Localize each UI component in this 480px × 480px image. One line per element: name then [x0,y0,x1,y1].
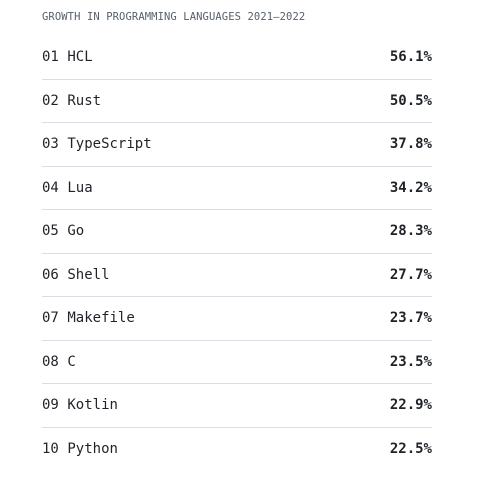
item-rank: 09 [42,397,59,414]
list-item: 07 Makefile 23.7% [42,297,432,341]
item-growth-value: 50.5% [389,92,432,109]
item-language: Shell [67,266,110,283]
item-rank: 06 [42,266,59,283]
item-rank: 04 [42,179,59,196]
item-rank: 08 [42,353,59,370]
list-item: 03 TypeScript 37.8% [42,123,432,167]
item-growth-value: 23.7% [389,310,432,327]
item-language: C [67,353,76,370]
item-growth-value: 23.5% [389,353,432,370]
item-growth-value: 56.1% [389,49,432,66]
language-growth-list: 01 HCL 56.1% 02 Rust 50.5% 03 TypeScript… [42,36,432,471]
list-item: 02 Rust 50.5% [42,80,432,123]
list-item: 10 Python 22.5% [42,428,432,472]
item-rank: 03 [42,136,59,153]
item-rank: 10 [42,441,59,458]
list-item: 05 Go 28.3% [42,210,432,254]
item-rank: 01 [42,49,59,66]
item-language: Lua [67,179,93,196]
item-language: Go [67,223,85,240]
item-language: Python [67,441,118,458]
item-growth-value: 28.3% [389,223,432,240]
item-growth-value: 22.5% [389,441,432,458]
item-language: Kotlin [67,397,118,414]
list-item: 08 C 23.5% [42,341,432,384]
list-item: 01 HCL 56.1% [42,36,432,80]
item-growth-value: 22.9% [389,397,432,414]
item-growth-value: 34.2% [389,179,432,196]
item-rank: 05 [42,223,59,240]
list-item: 06 Shell 27.7% [42,254,432,297]
list-item: 09 Kotlin 22.9% [42,384,432,428]
item-rank: 07 [42,310,59,327]
item-growth-value: 37.8% [389,136,432,153]
list-title: GROWTH IN PROGRAMMING LANGUAGES 2021–202… [42,11,306,23]
item-language: Makefile [67,310,135,327]
item-growth-value: 27.7% [389,266,432,283]
item-language: HCL [67,49,93,66]
item-language: Rust [67,92,102,109]
list-item: 04 Lua 34.2% [42,167,432,210]
item-rank: 02 [42,92,59,109]
item-language: TypeScript [67,136,152,153]
